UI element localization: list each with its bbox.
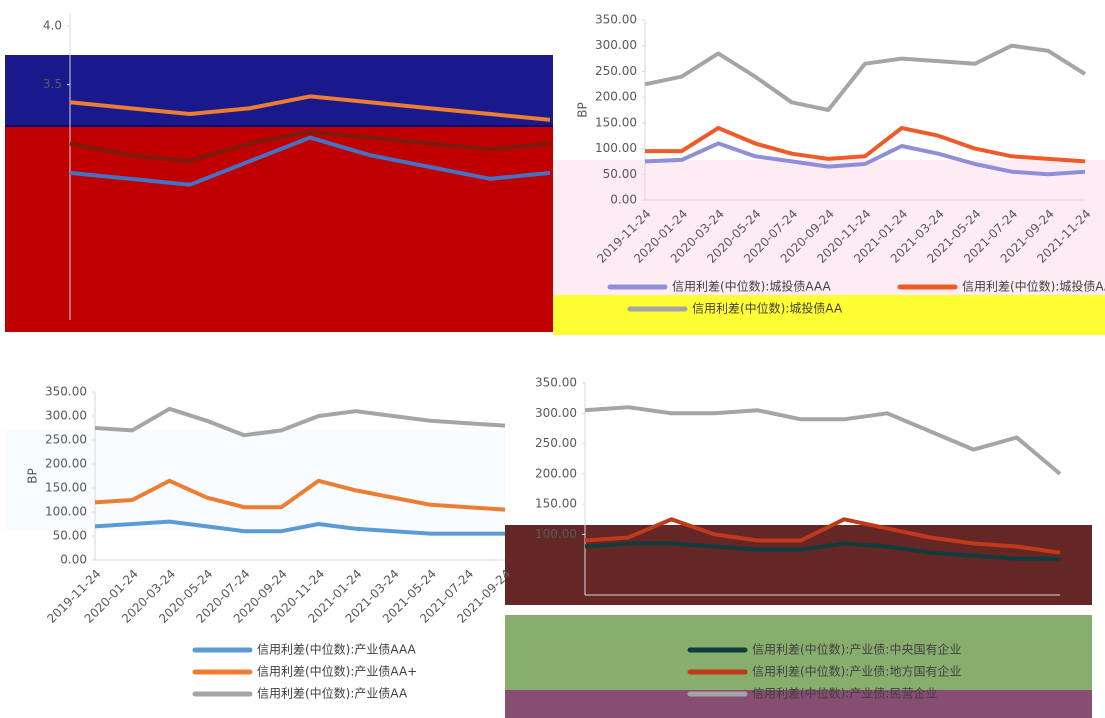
series-line [644,141,1086,177]
y-tick-label: 3.5 [43,77,62,91]
legend-label: 信用利差(中位数):产业债:中央国有企业 [752,642,961,657]
y-tick-label: 350.00 [45,385,87,399]
overlay-yellow [553,295,1105,335]
series-line [584,541,1060,561]
y-tick-label: 250.00 [45,433,87,447]
y-tick-label: 100.00 [45,505,87,519]
y-tick-label: 300.00 [45,409,87,423]
legend-label: 信用利差(中位数):城投债AA+ [962,279,1105,294]
y-tick-label: 50.00 [53,529,87,543]
y-tick-label: 150.00 [535,497,577,511]
overlay-purple [505,690,1092,718]
y-tick-label: 0.00 [60,553,87,567]
series-line [69,135,551,187]
y-tick-label: 300.00 [595,38,637,52]
y-tick-label: 0.00 [610,193,637,207]
legend-label: 信用利差(中位数):产业债:地方国有企业 [752,664,961,679]
series-line [584,517,1061,555]
y-tick-label: 200.00 [535,466,577,480]
series-line [645,126,1086,164]
y-tick-label: 350.00 [595,13,637,27]
y-tick-label: 4.0 [43,18,62,32]
legend-label: 信用利差(中位数):产业债AA [257,686,408,701]
y-tick-label: 300.00 [535,406,577,420]
series-line [69,94,551,122]
legend-label: 信用利差(中位数):城投债AA [692,301,843,316]
series-line [69,129,551,164]
series-line [644,43,1087,112]
legend-label: 信用利差(中位数):产业债:民营企业 [752,686,937,701]
y-tick-label: 100.00 [535,527,577,541]
series-line [584,405,1062,476]
series-line [94,478,506,512]
y-tick-label: 250.00 [595,64,637,78]
overlay-pale [5,430,505,530]
y-tick-label: 50.00 [603,167,637,181]
y-tick-label: 200.00 [45,457,87,471]
y-tick-label: 200.00 [595,90,637,104]
y-tick-label: 100.00 [595,141,637,155]
y-tick-label: 150.00 [595,115,637,129]
series-line [94,519,505,536]
series-line [94,406,506,438]
legend-label: 信用利差(中位数):产业债AAA [257,642,416,657]
y-tick-label: 150.00 [45,481,87,495]
y-axis-label: BP [576,102,590,117]
overlay-blue [5,55,553,127]
legend-label: 信用利差(中位数):城投债AAA [672,279,831,294]
y-tick-label: 350.00 [535,376,577,390]
overlay-darkred [505,525,1092,605]
y-axis-label: BP [26,468,40,483]
overlay-green [505,615,1092,690]
y-tick-label: 250.00 [535,436,577,450]
legend-label: 信用利差(中位数):产业债AA+ [257,664,417,679]
overlay-red [5,125,553,332]
